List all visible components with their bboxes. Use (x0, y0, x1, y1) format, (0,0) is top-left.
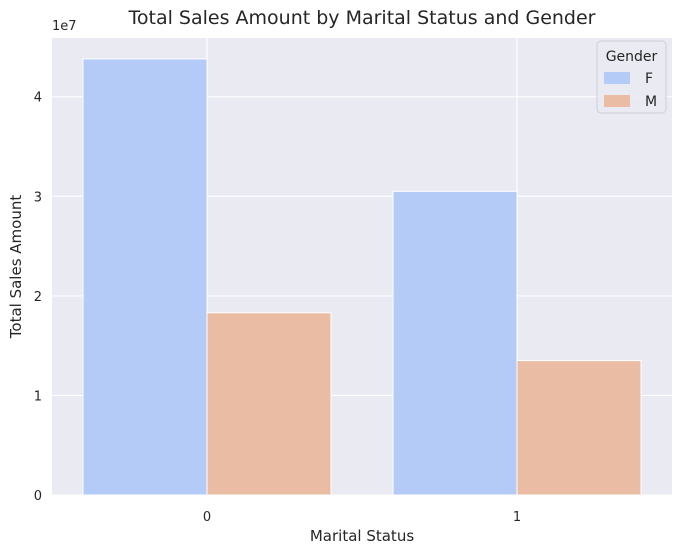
legend-swatch-M (604, 95, 630, 107)
bar-M-1 (516, 360, 642, 496)
x-axis-title: Marital Status (310, 527, 414, 545)
y-tick-label: 1 (34, 389, 42, 404)
x-tick-label: 0 (203, 510, 211, 525)
y-tick-label: 3 (34, 190, 42, 205)
y-offset-label: 1e7 (52, 19, 77, 34)
y-tick-labels: 0 1 2 3 4 (34, 91, 42, 504)
legend-swatch-F (604, 72, 630, 84)
legend: Gender FM (596, 40, 667, 114)
y-tick-label: 2 (34, 290, 42, 305)
legend-label-F: F (645, 71, 653, 87)
bar-M-0 (206, 312, 332, 496)
y-axis-title: Total Sales Amount (7, 195, 25, 340)
legend-title: Gender (606, 49, 658, 65)
y-tick-label: 0 (34, 489, 42, 504)
y-tick-label: 4 (34, 91, 42, 106)
bar-F-0 (82, 58, 208, 496)
x-tick-label: 1 (513, 510, 521, 525)
legend-label-M: M (645, 94, 657, 110)
bars (82, 58, 642, 496)
bar-F-1 (392, 190, 518, 496)
chart-title: Total Sales Amount by Marital Status and… (128, 7, 596, 29)
